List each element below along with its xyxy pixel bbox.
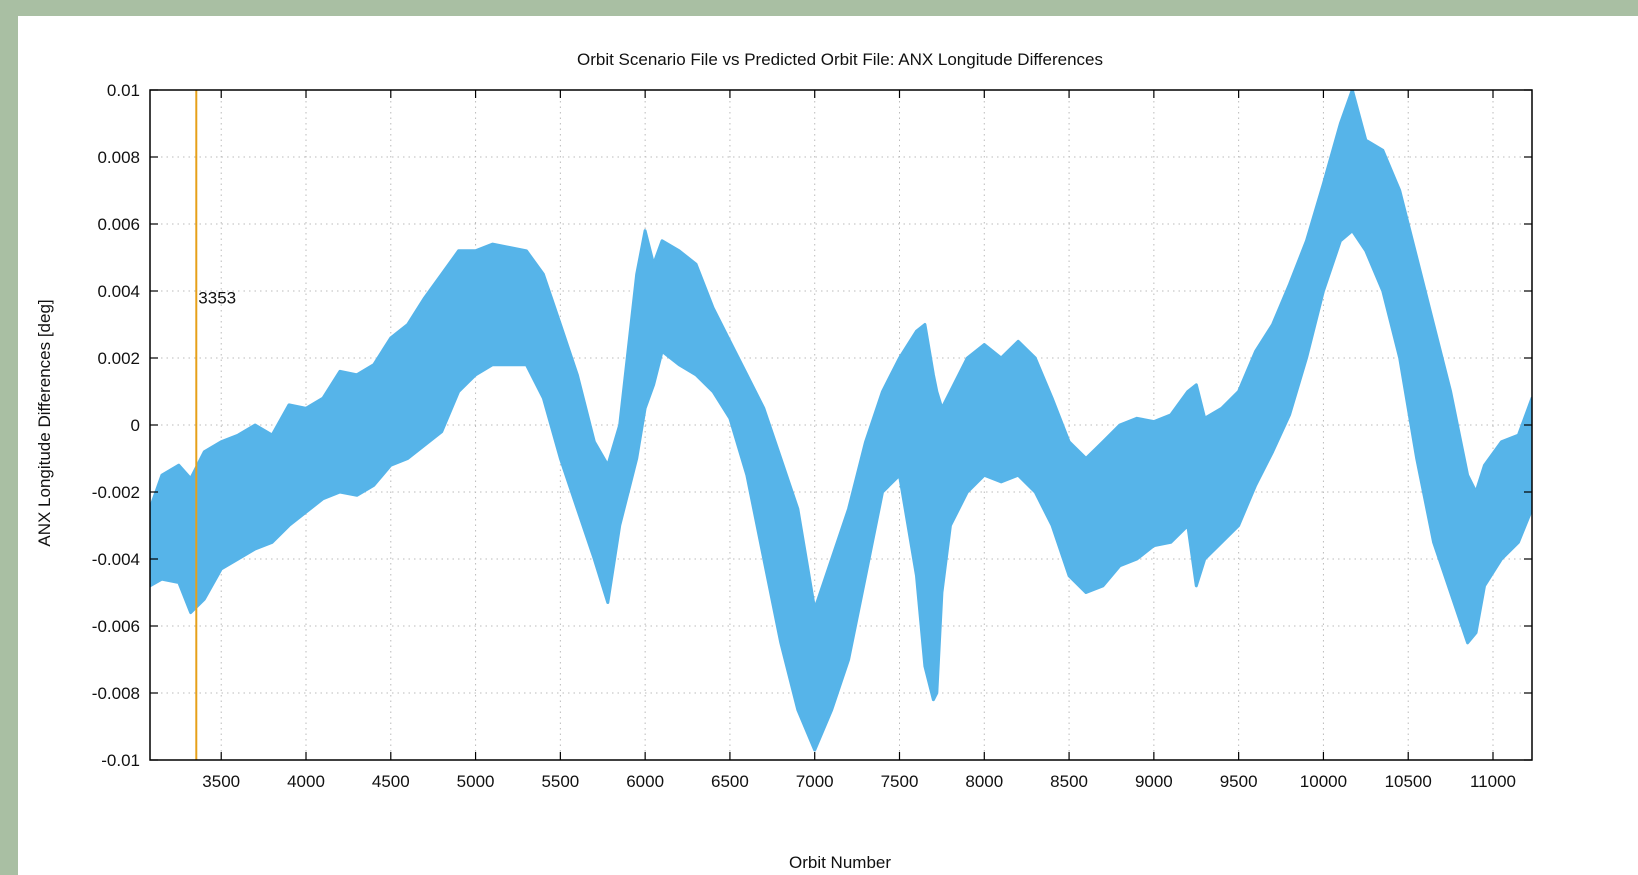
x-tick-label: 3500 <box>202 772 240 791</box>
x-tick-label: 8500 <box>1050 772 1088 791</box>
y-tick-label: -0.004 <box>92 550 140 569</box>
x-tick-label: 6000 <box>626 772 664 791</box>
y-tick-label: 0.006 <box>97 215 140 234</box>
y-tick-label: -0.002 <box>92 483 140 502</box>
chart-panel: 3353 3500 4000 4500 5000 5500 6000 6500 7000 750… <box>18 16 1638 875</box>
axes-ticks: 3500 4000 4500 5000 5500 6000 6500 7000 7500 8000… <box>92 81 1532 791</box>
x-tick-label: 8000 <box>965 772 1003 791</box>
x-tick-label: 6500 <box>711 772 749 791</box>
x-tick-label: 4500 <box>372 772 410 791</box>
y-tick-label: 0.004 <box>97 282 140 301</box>
x-tick-label: 5500 <box>541 772 579 791</box>
x-tick-label: 9500 <box>1220 772 1258 791</box>
data-series <box>150 90 1532 752</box>
x-tick-label: 7000 <box>796 772 834 791</box>
y-tick-label: 0.002 <box>97 349 140 368</box>
x-axis-label: Orbit Number <box>789 853 891 872</box>
orbit-marker-label: 3353 <box>198 289 236 308</box>
chart-title: Orbit Scenario File vs Predicted Orbit F… <box>577 50 1103 69</box>
x-tick-label: 9000 <box>1135 772 1173 791</box>
x-tick-label: 10000 <box>1300 772 1347 791</box>
y-tick-label: 0.008 <box>97 148 140 167</box>
y-tick-label: -0.01 <box>101 751 140 770</box>
y-tick-label: 0 <box>131 416 140 435</box>
x-tick-label: 5000 <box>457 772 495 791</box>
chart-svg: 3353 3500 4000 4500 5000 5500 6000 6500 7000 750… <box>35 50 1533 872</box>
x-tick-label: 10500 <box>1385 772 1432 791</box>
series-band <box>150 90 1532 752</box>
x-tick-label: 11000 <box>1470 772 1516 791</box>
x-tick-label: 4000 <box>287 772 325 791</box>
y-tick-label: 0.01 <box>107 81 140 100</box>
y-axis-label: ANX Longitude Differences [deg] <box>35 299 54 546</box>
x-tick-label: 7500 <box>881 772 919 791</box>
y-tick-label: -0.006 <box>92 617 140 636</box>
marker-layer: 3353 <box>195 90 236 760</box>
y-tick-label: -0.008 <box>92 684 140 703</box>
